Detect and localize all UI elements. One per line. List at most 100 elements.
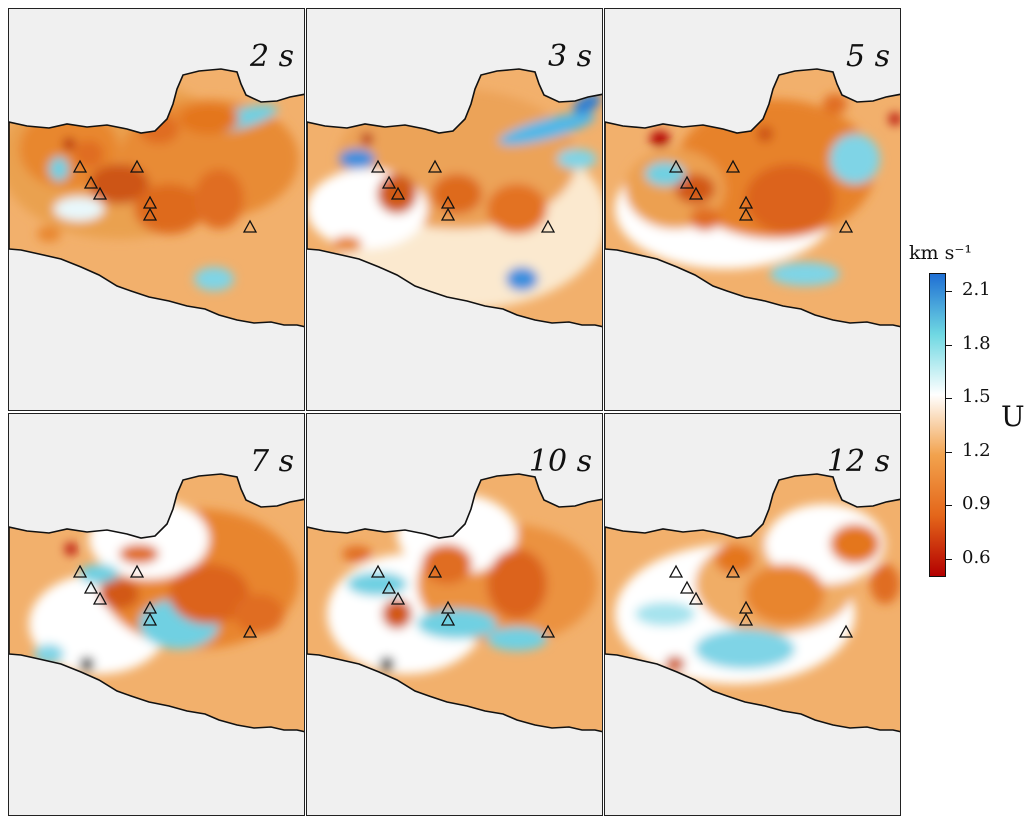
station-triangle-icon: [129, 564, 145, 578]
station-triangle-icon: [738, 612, 754, 626]
velocity-anomaly: [432, 174, 482, 214]
velocity-anomaly: [63, 138, 75, 150]
station-triangle-icon: [83, 580, 99, 594]
station-triangle-icon: [129, 159, 145, 173]
velocity-anomaly: [417, 609, 497, 639]
velocity-anomaly: [37, 226, 61, 242]
station-triangle-icon: [427, 159, 443, 173]
velocity-anomaly: [169, 564, 249, 624]
velocity-anomaly: [377, 174, 417, 214]
colorbar-tickmark: [946, 290, 952, 292]
station-triangle-icon: [440, 207, 456, 221]
velocity-anomaly: [745, 164, 835, 234]
velocity-anomaly: [119, 544, 159, 564]
colorbar-tickmark: [946, 344, 952, 346]
station-triangle-icon: [381, 175, 397, 189]
colorbar-tick-label: 0.9: [962, 493, 991, 515]
station-triangle-icon: [668, 564, 684, 578]
velocity-anomaly: [179, 104, 239, 134]
colorbar-tick-label: 1.2: [962, 439, 991, 461]
map-panel-10s: 10 s: [306, 413, 603, 816]
station-triangle-icon: [92, 186, 108, 200]
station-triangle-icon: [725, 159, 741, 173]
velocity-anomaly: [342, 546, 372, 562]
velocity-anomaly: [234, 594, 284, 634]
period-label: 5 s: [845, 39, 890, 74]
map-panel-7s: 7 s: [8, 413, 305, 816]
velocity-anomaly: [830, 134, 880, 184]
station-triangle-icon: [142, 612, 158, 626]
velocity-map: [605, 473, 900, 733]
velocity-anomaly: [339, 149, 375, 169]
period-label: 2 s: [249, 39, 294, 74]
map-panel-5s: 5 s: [604, 8, 901, 411]
velocity-anomaly: [74, 140, 104, 168]
colorbar-tickmark: [946, 559, 952, 561]
velocity-anomaly: [361, 133, 373, 145]
colorbar-tick-label: 0.6: [962, 547, 991, 569]
coastline: [605, 68, 900, 328]
velocity-anomaly: [382, 599, 412, 629]
velocity-map: [9, 68, 304, 328]
colorbar-title: U: [1001, 400, 1025, 433]
period-label: 3 s: [547, 39, 592, 74]
velocity-anomaly: [757, 126, 773, 142]
coastline: [9, 473, 304, 733]
velocity-anomaly: [745, 564, 825, 624]
velocity-anomaly: [823, 94, 847, 114]
velocity-anomaly: [194, 169, 244, 229]
station-triangle-icon: [838, 219, 854, 233]
velocity-anomaly: [139, 114, 179, 144]
station-triangle-icon: [242, 219, 258, 233]
velocity-anomaly: [770, 262, 840, 286]
station-triangle-icon: [668, 159, 684, 173]
coastline: [9, 68, 304, 328]
velocity-anomaly: [506, 267, 538, 291]
station-triangle-icon: [540, 624, 556, 638]
velocity-anomaly: [573, 93, 601, 115]
colorbar: [929, 273, 946, 577]
station-triangle-icon: [381, 580, 397, 594]
velocity-map: [605, 68, 900, 328]
colorbar-tick-label: 1.5: [962, 386, 991, 408]
velocity-anomaly: [54, 197, 104, 221]
coastline: [307, 473, 602, 733]
station-triangle-icon: [440, 612, 456, 626]
station-triangle-icon: [390, 186, 406, 200]
velocity-anomaly: [380, 657, 394, 671]
period-label: 7 s: [249, 444, 294, 479]
velocity-anomaly: [80, 657, 94, 671]
velocity-anomaly: [347, 572, 407, 596]
coastline: [307, 68, 602, 328]
colorbar-tickmark: [946, 398, 952, 400]
velocity-anomaly: [498, 112, 596, 146]
velocity-anomaly: [645, 162, 685, 186]
velocity-anomaly: [79, 564, 119, 584]
station-triangle-icon: [427, 564, 443, 578]
station-triangle-icon: [72, 564, 88, 578]
period-label: 10 s: [528, 444, 592, 479]
colorbar-unit: km s⁻¹: [909, 242, 972, 264]
station-triangle-icon: [738, 207, 754, 221]
velocity-anomaly: [635, 602, 695, 626]
station-triangle-icon: [370, 159, 386, 173]
velocity-anomaly: [870, 564, 900, 604]
station-triangle-icon: [370, 564, 386, 578]
map-panel-12s: 12 s: [604, 413, 901, 816]
station-triangle-icon: [540, 219, 556, 233]
colorbar-tickmark: [946, 451, 952, 453]
period-label: 12 s: [826, 444, 890, 479]
station-triangle-icon: [390, 591, 406, 605]
station-triangle-icon: [679, 175, 695, 189]
velocity-anomaly: [665, 656, 685, 672]
station-triangle-icon: [142, 207, 158, 221]
velocity-anomaly: [99, 579, 139, 609]
map-panel-2s: 2 s: [8, 8, 305, 411]
map-panel-3s: 3 s: [306, 8, 603, 411]
station-triangle-icon: [679, 580, 695, 594]
colorbar-tick-label: 2.1: [962, 278, 991, 300]
velocity-anomaly: [422, 544, 472, 584]
coastline: [605, 473, 900, 733]
station-triangle-icon: [688, 591, 704, 605]
velocity-anomaly: [715, 544, 755, 574]
